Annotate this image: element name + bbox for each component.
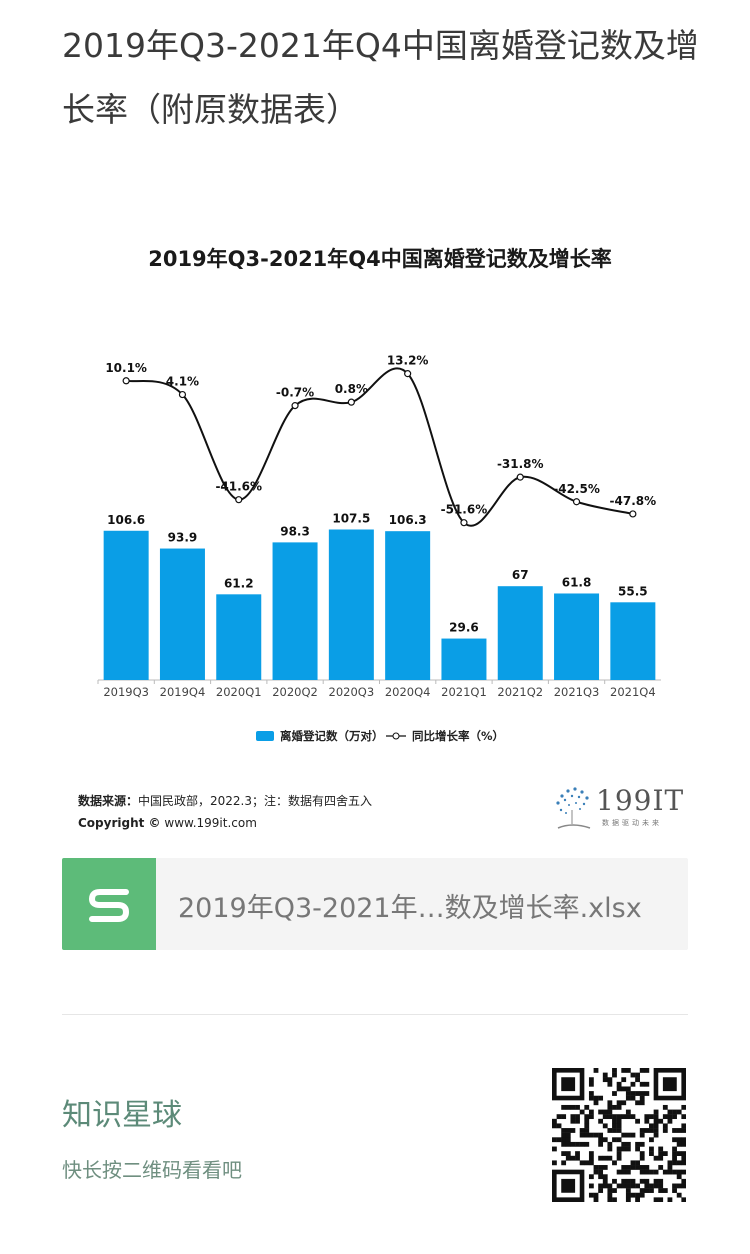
divider	[62, 1014, 688, 1015]
chart-title: 2019年Q3-2021年Q4中国离婚登记数及增长率	[148, 247, 612, 271]
bar	[159, 548, 205, 680]
chart-svg: 106.6 2019Q3 93.9 2019Q4 61.2 2020Q1 98.3 2020Q…	[97, 354, 661, 743]
line-value-label: 4.1%	[166, 375, 199, 389]
logo-text: 199IT	[596, 784, 685, 817]
copyright-text: www.199it.com	[164, 816, 257, 830]
bar-value-label: 67	[512, 568, 529, 582]
legend-line-label: 同比增长率（%）	[412, 729, 504, 743]
line-value-label: 13.2%	[387, 354, 429, 368]
source-label: 数据来源：	[78, 794, 139, 808]
promo-subtitle: 快长按二维码看看吧	[62, 1158, 242, 1182]
copyright-label: Copyright ©	[78, 816, 161, 830]
bar-value-label: 61.8	[562, 575, 592, 589]
line-value-label: -51.6%	[441, 503, 488, 517]
line-point	[516, 473, 524, 481]
logo-tagline: 数据驱动未来	[602, 819, 662, 827]
bar	[385, 531, 431, 680]
s-sheet-icon	[62, 858, 156, 950]
bar-value-label: 106.6	[107, 513, 145, 527]
bar	[103, 530, 149, 680]
legend-bar-label: 离婚登记数（万对）	[280, 729, 384, 743]
bar-value-label: 61.2	[224, 576, 254, 590]
dandelion-logo-icon	[556, 787, 591, 829]
bar	[216, 594, 262, 680]
bar	[554, 593, 600, 680]
file-attachment-card[interactable]: 2019年Q3-2021年…数及增长率.xlsx	[62, 858, 688, 950]
line-point	[572, 498, 581, 506]
line-point	[122, 377, 130, 385]
x-tick-label: 2020Q2	[272, 685, 318, 699]
bar	[328, 529, 374, 680]
line-point	[235, 496, 243, 504]
line-point	[291, 402, 299, 410]
bar-value-label: 93.9	[168, 531, 198, 545]
line-value-label: 0.8%	[335, 382, 368, 396]
bar-value-label: 98.3	[280, 524, 310, 538]
bar	[441, 638, 487, 680]
logo-199it: 199IT 数据驱动未来	[552, 784, 692, 832]
line-point	[629, 510, 637, 518]
page-title: 2019年Q3-2021年Q4中国离婚登记数及增长率（附原数据表）	[62, 26, 699, 129]
x-tick-label: 2021Q4	[610, 685, 656, 699]
bar-value-label: 106.3	[389, 513, 427, 527]
legend-bar-swatch	[256, 731, 274, 741]
line-value-label: -0.7%	[276, 386, 314, 400]
qr-code-icon[interactable]	[552, 1068, 686, 1202]
line-value-label: -47.8%	[610, 494, 657, 508]
x-tick-label: 2020Q4	[385, 685, 431, 699]
x-tick-label: 2020Q1	[216, 685, 262, 699]
bar-value-label: 107.5	[332, 512, 370, 526]
line-point	[347, 398, 355, 406]
promo-title: 知识星球	[62, 1098, 182, 1133]
growth-rate-line	[125, 367, 634, 527]
line-point	[404, 370, 412, 378]
line-point	[178, 390, 187, 399]
legend-line-marker	[392, 732, 400, 740]
line-value-label: -31.8%	[497, 457, 544, 471]
line-point	[460, 519, 468, 527]
x-tick-label: 2019Q4	[160, 685, 206, 699]
chart-container: 2019年Q3-2021年Q4中国离婚登记数及增长率 106.6 2019Q3 93…	[70, 225, 690, 845]
source-block: 数据来源：中国民政部，2022.3；注：数据有四舍五入 Copyright © …	[78, 790, 372, 834]
line-value-label: -41.6%	[215, 480, 262, 494]
x-tick-label: 2020Q3	[329, 685, 375, 699]
bar	[497, 586, 543, 680]
file-name: 2019年Q3-2021年…数及增长率.xlsx	[178, 893, 642, 924]
x-tick-label: 2021Q3	[554, 685, 600, 699]
x-tick-label: 2019Q3	[103, 685, 149, 699]
x-tick-label: 2021Q1	[441, 685, 487, 699]
bar	[272, 542, 318, 680]
x-tick-label: 2021Q2	[497, 685, 543, 699]
line-value-label: -42.5%	[553, 482, 600, 496]
bar-value-label: 29.6	[449, 621, 479, 635]
bar	[610, 602, 656, 680]
line-value-label: 10.1%	[105, 361, 147, 375]
source-text: 中国民政部，2022.3；注：数据有四舍五入	[138, 794, 373, 808]
bar-value-label: 55.5	[618, 584, 648, 598]
